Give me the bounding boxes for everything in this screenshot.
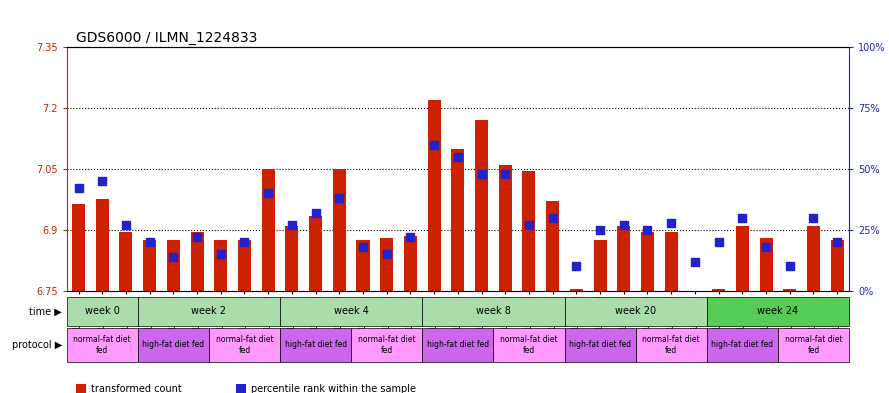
Point [404, 234, 418, 241]
Bar [783, 289, 797, 291]
Text: time ▶: time ▶ [29, 307, 62, 316]
Point [688, 259, 702, 265]
Bar [214, 240, 228, 291]
Bar [96, 200, 108, 291]
Point [332, 195, 347, 201]
Point [806, 215, 821, 221]
Point [593, 227, 607, 233]
Bar [238, 240, 251, 291]
Text: week 2: week 2 [191, 307, 227, 316]
Point [617, 222, 631, 228]
Point [119, 222, 133, 228]
Point [522, 222, 536, 228]
Bar [594, 240, 606, 291]
Point [95, 178, 109, 184]
Text: normal-fat diet
fed: normal-fat diet fed [358, 335, 415, 354]
Point [451, 154, 465, 160]
Point [71, 185, 85, 192]
Bar [665, 232, 677, 291]
Text: normal-fat diet
fed: normal-fat diet fed [216, 335, 273, 354]
Text: week 4: week 4 [333, 307, 369, 316]
Text: normal-fat diet
fed: normal-fat diet fed [785, 335, 842, 354]
Point [237, 239, 252, 245]
Bar [309, 216, 322, 291]
Bar [190, 232, 204, 291]
Bar [570, 289, 583, 291]
Text: protocol ▶: protocol ▶ [12, 340, 62, 350]
Bar [72, 204, 85, 291]
Point [284, 222, 299, 228]
Point [261, 190, 276, 196]
Point [735, 215, 749, 221]
Point [498, 171, 512, 177]
Bar [285, 226, 299, 291]
Bar [119, 232, 132, 291]
Bar [404, 236, 417, 291]
Point [830, 239, 845, 245]
Text: normal-fat diet
fed: normal-fat diet fed [74, 335, 131, 354]
Point [380, 251, 394, 257]
Point [308, 210, 323, 216]
Bar [830, 240, 844, 291]
Bar [452, 149, 464, 291]
Bar [523, 171, 535, 291]
Bar [475, 120, 488, 291]
Text: week 24: week 24 [757, 307, 798, 316]
Point [142, 239, 156, 245]
Point [213, 251, 228, 257]
Point [427, 141, 441, 148]
Text: GDS6000 / ILMN_1224833: GDS6000 / ILMN_1224833 [76, 31, 257, 45]
Point [546, 215, 560, 221]
Bar [712, 289, 725, 291]
Bar [332, 169, 346, 291]
Text: week 20: week 20 [615, 307, 656, 316]
Text: normal-fat diet
fed: normal-fat diet fed [643, 335, 700, 354]
Text: percentile rank within the sample: percentile rank within the sample [251, 384, 416, 393]
Text: high-fat diet fed: high-fat diet fed [142, 340, 204, 349]
Bar [143, 240, 156, 291]
Bar [759, 238, 773, 291]
Bar [261, 169, 275, 291]
Bar [356, 240, 370, 291]
Text: normal-fat diet
fed: normal-fat diet fed [501, 335, 557, 354]
Point [759, 244, 773, 250]
Point [475, 171, 489, 177]
Text: week 8: week 8 [476, 307, 511, 316]
Point [356, 244, 370, 250]
Text: high-fat diet fed: high-fat diet fed [427, 340, 489, 349]
Text: high-fat diet fed: high-fat diet fed [569, 340, 631, 349]
Bar [641, 232, 654, 291]
Point [782, 263, 797, 270]
Point [569, 263, 583, 270]
Bar [428, 100, 441, 291]
Bar [546, 202, 559, 291]
Point [664, 219, 678, 226]
Bar [167, 240, 180, 291]
Point [190, 234, 204, 241]
Bar [807, 226, 820, 291]
Bar [380, 238, 393, 291]
Bar [499, 165, 512, 291]
Text: transformed count: transformed count [91, 384, 181, 393]
Point [711, 239, 725, 245]
Point [640, 227, 654, 233]
Text: week 0: week 0 [84, 307, 120, 316]
Bar [736, 226, 749, 291]
Point [166, 253, 180, 260]
Bar [617, 226, 630, 291]
Text: high-fat diet fed: high-fat diet fed [711, 340, 773, 349]
Text: high-fat diet fed: high-fat diet fed [284, 340, 347, 349]
